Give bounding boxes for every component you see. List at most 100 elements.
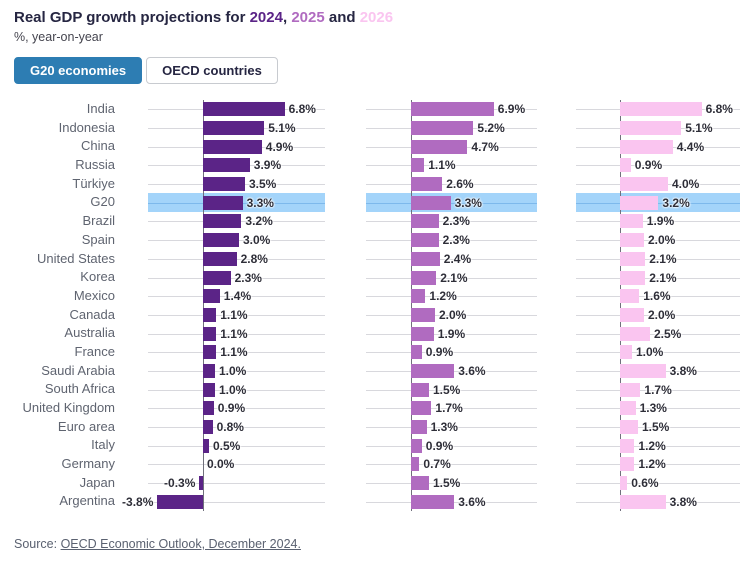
bar xyxy=(203,139,262,154)
year-panel-2026: 1.2% xyxy=(576,455,740,474)
year-panel-2024: 1.0% xyxy=(148,380,325,399)
bar xyxy=(203,195,243,210)
value-label: 2.4% xyxy=(443,251,472,266)
chart-row: Indonesia 5.1% 5.2% 5.1% xyxy=(0,118,740,138)
value-label: 5.1% xyxy=(685,121,713,136)
year-panel-2026: 2.0% xyxy=(576,305,740,325)
year-panel-2026: 1.0% xyxy=(576,342,740,362)
value-label: 1.1% xyxy=(220,307,248,322)
chart-row: United Kingdom 0.9% 1.7% 1.3% xyxy=(0,399,740,418)
bar xyxy=(203,233,239,248)
gridline xyxy=(148,296,325,298)
value-label: 2.0% xyxy=(439,307,467,322)
year-panel-2025: 5.2% xyxy=(366,118,537,138)
value-label: 3.9% xyxy=(253,158,282,173)
value-label: 1.1% xyxy=(220,345,248,360)
title-year-2026: 2026 xyxy=(359,9,394,26)
gridline xyxy=(576,165,740,167)
year-panel-2026: 1.5% xyxy=(576,417,740,437)
chart-row: China 4.9% 4.7% 4.4% xyxy=(0,137,740,157)
bar xyxy=(620,420,638,435)
year-panel-2025: 1.5% xyxy=(366,380,537,399)
value-label: 1.0% xyxy=(636,345,664,360)
bar xyxy=(411,158,425,173)
bar xyxy=(620,401,636,416)
year-panel-2025: 1.7% xyxy=(366,399,537,418)
bar xyxy=(620,307,644,322)
oecd-countries-button[interactable]: OECD countries xyxy=(146,57,278,84)
bar xyxy=(620,158,631,173)
year-panel-2024: 0.8% xyxy=(148,417,325,437)
gridline xyxy=(576,352,740,354)
value-label: 1.2% xyxy=(638,438,666,453)
bar xyxy=(411,214,439,229)
gridline xyxy=(576,408,740,410)
value-label: 2.1% xyxy=(649,270,677,285)
value-label: 3.8% xyxy=(669,494,697,509)
year-panel-2026: 1.2% xyxy=(576,436,740,456)
year-panel-2026: 2.5% xyxy=(576,324,740,343)
year-panel-2026: 0.6% xyxy=(576,473,740,493)
value-label: 2.5% xyxy=(654,326,682,341)
bar xyxy=(411,438,422,453)
bar xyxy=(411,476,429,491)
chart-row: Argentina -3.8% 3.6% 3.8% xyxy=(0,492,740,512)
year-panel-2026: 3.8% xyxy=(576,492,740,512)
bar xyxy=(203,363,215,378)
year-panel-2024: -0.3% xyxy=(148,473,325,493)
year-panel-2026: 1.3% xyxy=(576,399,740,418)
year-panel-2024: 5.1% xyxy=(148,118,325,138)
country-label: G20 xyxy=(90,194,115,210)
gridline xyxy=(366,445,537,447)
value-label: 5.2% xyxy=(477,121,505,136)
source-link[interactable]: OECD Economic Outlook, December 2024. xyxy=(60,537,301,551)
value-label: 1.5% xyxy=(433,382,461,397)
chart-row: South Africa 1.0% 1.5% 1.7% xyxy=(0,380,740,399)
gridline xyxy=(366,221,537,223)
bar xyxy=(620,270,646,285)
year-panel-2026: 2.1% xyxy=(576,249,740,269)
year-panel-2024: 1.4% xyxy=(148,286,325,306)
country-label: France xyxy=(74,343,115,359)
bar xyxy=(203,326,217,341)
bar xyxy=(199,476,203,491)
bar xyxy=(620,251,646,266)
year-panel-2024: 0.0% xyxy=(148,455,325,474)
value-label: 1.6% xyxy=(643,289,671,304)
value-label: 1.1% xyxy=(428,158,456,173)
value-label: 1.7% xyxy=(435,401,463,416)
value-label: 6.8% xyxy=(705,102,733,117)
value-label: -3.8% xyxy=(122,494,154,509)
year-panel-2025: 1.5% xyxy=(366,473,537,493)
country-label: Korea xyxy=(80,269,115,285)
value-label: 1.9% xyxy=(646,214,675,229)
value-label: 2.6% xyxy=(446,177,474,192)
value-label: 4.4% xyxy=(676,139,705,154)
bar xyxy=(411,382,429,397)
country-label: United States xyxy=(36,250,115,266)
bar xyxy=(620,457,635,472)
value-label: 4.0% xyxy=(672,177,700,192)
chart-row: India 6.8% 6.9% 6.8% xyxy=(0,100,740,119)
view-toggle: G20 economies OECD countries xyxy=(14,57,726,84)
year-panel-2024: 1.1% xyxy=(148,324,325,343)
country-label: Spain xyxy=(81,231,115,247)
value-label: 3.3% xyxy=(246,195,274,210)
gridline xyxy=(576,389,740,391)
gridline xyxy=(366,314,537,316)
gridline xyxy=(576,445,740,447)
chart-row: Saudi Arabia 1.0% 3.6% 3.8% xyxy=(0,361,740,381)
year-panel-2024: -3.8% xyxy=(122,492,325,512)
bar xyxy=(411,363,455,378)
zero-axis-line xyxy=(203,492,204,512)
value-label: 2.3% xyxy=(234,270,262,285)
year-panel-2025: 4.7% xyxy=(366,137,537,157)
value-label: 1.3% xyxy=(639,401,667,416)
gridline xyxy=(366,352,537,354)
bar xyxy=(620,326,650,341)
gridline xyxy=(366,483,537,485)
bar xyxy=(411,494,455,509)
bar xyxy=(203,420,213,435)
g20-economies-button[interactable]: G20 economies xyxy=(14,57,143,84)
value-label: 1.9% xyxy=(437,326,466,341)
